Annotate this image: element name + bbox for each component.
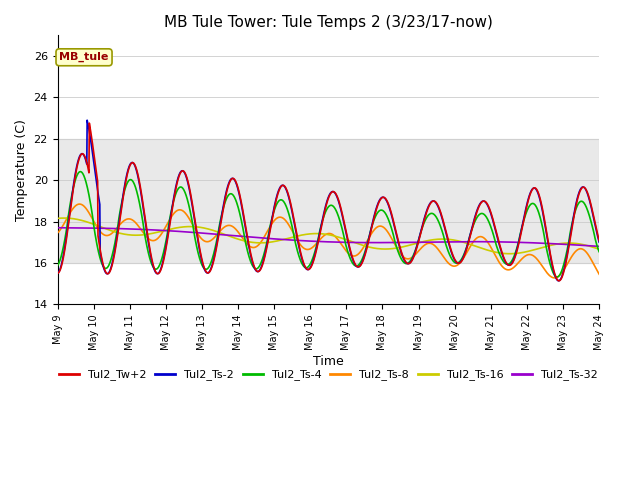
- Text: MB_tule: MB_tule: [60, 52, 109, 62]
- Legend: Tul2_Tw+2, Tul2_Ts-2, Tul2_Ts-4, Tul2_Ts-8, Tul2_Ts-16, Tul2_Ts-32: Tul2_Tw+2, Tul2_Ts-2, Tul2_Ts-4, Tul2_Ts…: [54, 365, 602, 385]
- Title: MB Tule Tower: Tule Temps 2 (3/23/17-now): MB Tule Tower: Tule Temps 2 (3/23/17-now…: [164, 15, 493, 30]
- X-axis label: Time: Time: [313, 355, 344, 369]
- Bar: [58, 139, 599, 263]
- Y-axis label: Temperature (C): Temperature (C): [15, 119, 28, 221]
